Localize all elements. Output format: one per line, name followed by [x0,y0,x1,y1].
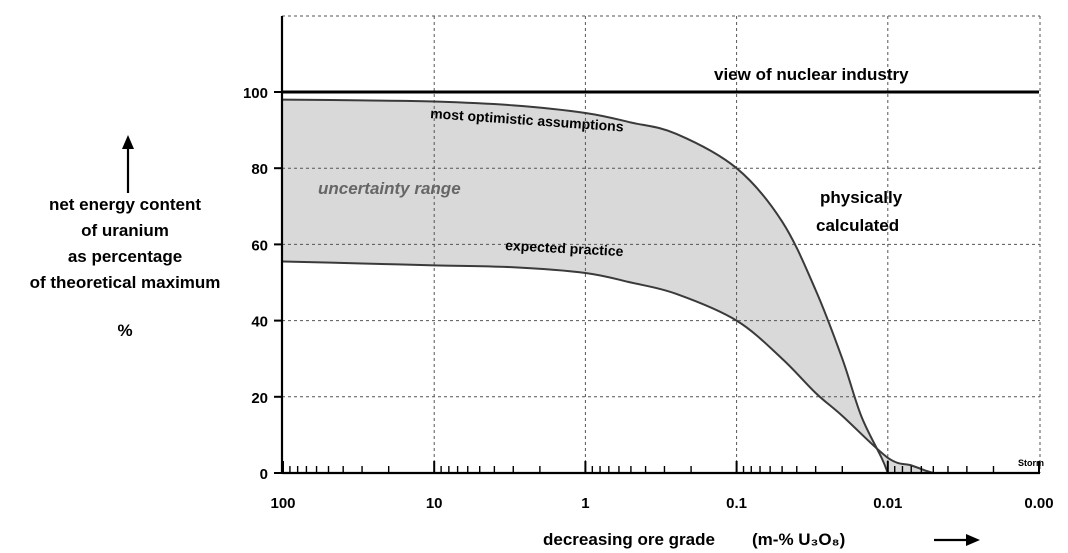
x-axis-unit-label: (m-% U₃O₈) [752,530,846,549]
annotation-uncertainty-range: uncertainty range [318,179,461,198]
x-tick-label: 100 [270,495,295,512]
series-line-expected-practice [282,260,934,474]
x-tick-label: 0.01 [873,495,902,512]
annotation-expected-practice: expected practice [505,237,624,259]
x-tick-label: 10 [426,495,443,512]
uncertainty-range-fill [283,99,934,474]
y-tick-label: 0 [260,466,268,483]
y-tick-label: 60 [251,237,268,254]
annotation-nuclear-industry: view of nuclear industry [714,65,909,84]
x-axis-arrow-icon [934,534,980,546]
y-axis-label: net energy content of uranium as percent… [0,192,250,344]
x-tick-label: 1 [581,495,589,512]
y-axis-label-line-4: of theoretical maximum [29,273,221,292]
y-axis-label-line-2: of uranium [81,221,169,240]
y-tick-label: 80 [251,161,268,178]
annotation-physically-calculated-line-2: calculated [816,216,899,235]
y-axis-label-line-1: net energy content [48,195,202,214]
x-axis-label: decreasing ore grade [543,530,715,549]
y-axis-label-line-3: as percentage [67,247,183,266]
series-line-most-optimistic [282,98,889,474]
y-axis-unit-label: % [117,321,133,340]
y-tick-label: 40 [251,314,268,331]
y-tick-label: 100 [243,85,268,102]
x-tick-label: 0.1 [726,495,747,512]
annotation-physically-calculated-line-1: physically [820,188,903,207]
x-tick-label: 0.00 [1024,495,1053,512]
y-axis-arrow-icon [122,135,134,193]
annotation-storm: Storm [1018,458,1044,468]
y-tick-label: 20 [251,390,268,407]
